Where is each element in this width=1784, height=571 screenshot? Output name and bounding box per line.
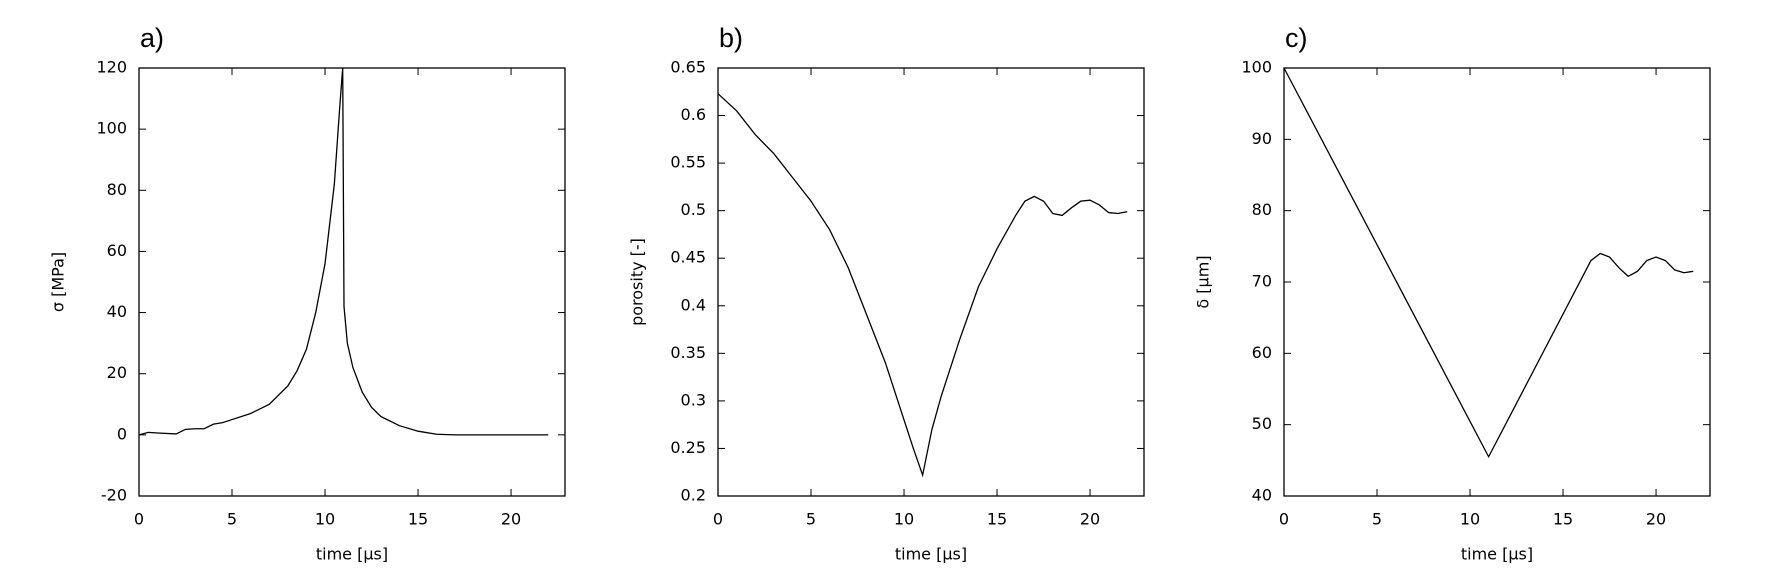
plot-frame — [717, 67, 1145, 497]
y-tick-label: 0.5 — [681, 200, 706, 219]
x-axis-label: time [µs] — [1461, 545, 1533, 564]
data-line — [138, 67, 549, 436]
y-tick-label: 0.3 — [681, 390, 706, 409]
y-tick-label: 40 — [1252, 486, 1272, 505]
y-tick-label: 0.25 — [670, 438, 706, 457]
y-tick-label: 80 — [107, 180, 127, 199]
y-tick-label: 120 — [96, 58, 127, 77]
x-tick-label: 0 — [1279, 510, 1289, 529]
x-tick-label: 10 — [315, 510, 335, 529]
y-tick-label: 80 — [1252, 200, 1272, 219]
y-tick-label: 0.6 — [681, 105, 706, 124]
y-tick-label: 50 — [1252, 414, 1272, 433]
panel-label: a) — [140, 23, 164, 53]
x-tick-label: 5 — [806, 510, 816, 529]
x-tick-label: 15 — [408, 510, 428, 529]
plot-frame — [138, 67, 566, 497]
y-tick-label: 100 — [1241, 58, 1272, 77]
x-tick-label: 20 — [1646, 510, 1666, 529]
x-tick-label: 5 — [1372, 510, 1382, 529]
y-tick-label: 40 — [107, 302, 127, 321]
x-axis-label: time [µs] — [895, 545, 967, 564]
y-tick-label: -20 — [101, 486, 127, 505]
x-axis-label: time [µs] — [316, 545, 388, 564]
x-tick-label: 15 — [1553, 510, 1573, 529]
y-axis-label: δ [µm] — [1194, 255, 1213, 308]
x-tick-label: 20 — [501, 510, 521, 529]
x-tick-label: 5 — [227, 510, 237, 529]
data-line — [717, 93, 1128, 478]
y-tick-label: 0.4 — [681, 295, 706, 314]
y-tick-label: 0.55 — [670, 153, 706, 172]
y-axis-label: porosity [-] — [628, 238, 647, 326]
panel-label: b) — [719, 23, 743, 53]
data-line — [1283, 67, 1694, 459]
y-tick-label: 0.65 — [670, 58, 706, 77]
x-tick-label: 10 — [894, 510, 914, 529]
y-tick-label: 0.45 — [670, 248, 706, 267]
panel-label: c) — [1285, 23, 1308, 53]
y-tick-label: 0.35 — [670, 343, 706, 362]
y-tick-label: 60 — [1252, 343, 1272, 362]
x-tick-label: 10 — [1460, 510, 1480, 529]
y-tick-label: 70 — [1252, 272, 1272, 291]
x-tick-label: 0 — [134, 510, 144, 529]
x-tick-label: 20 — [1080, 510, 1100, 529]
y-tick-label: 100 — [96, 119, 127, 138]
y-tick-label: 20 — [107, 363, 127, 382]
y-tick-label: 60 — [107, 241, 127, 260]
y-tick-label: 0.2 — [681, 486, 706, 505]
y-tick-label: 0 — [117, 424, 127, 443]
plot-frame — [1283, 67, 1711, 497]
y-axis-label: σ [MPa] — [49, 252, 68, 312]
y-tick-label: 90 — [1252, 129, 1272, 148]
x-tick-label: 0 — [713, 510, 723, 529]
x-tick-label: 15 — [987, 510, 1007, 529]
